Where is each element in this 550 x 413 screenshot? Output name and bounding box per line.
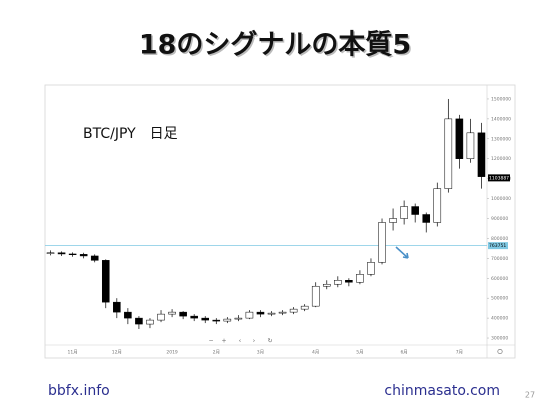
y-tick-label: 300000: [491, 336, 508, 342]
candle-body: [124, 311, 132, 319]
x-tick-label: 5月: [356, 350, 363, 356]
settings-icon[interactable]: [497, 348, 503, 354]
last-price-bg: [488, 174, 510, 182]
hline-label-bg: [488, 242, 508, 250]
candle-body: [411, 206, 419, 215]
candle-body: [146, 319, 154, 325]
candle-body: [455, 118, 464, 159]
footer-right: chinmasato.com: [384, 383, 500, 399]
candle-body: [212, 319, 221, 322]
zoom-in-icon[interactable]: +: [221, 338, 226, 345]
x-tick-label: 4月: [312, 350, 319, 356]
hline-label: 763751: [489, 243, 506, 249]
y-tick-label: 1200000: [491, 156, 511, 162]
candle-body: [135, 317, 143, 325]
candle-body: [289, 308, 298, 313]
y-tick-label: 500000: [491, 296, 508, 302]
chart-annotation: BTC/JPY 日足: [83, 126, 178, 142]
candle-body: [157, 313, 165, 321]
chart: BTC/JPY 日足 − + ‹ › ↻ 300000 400000 500000 6…: [44, 84, 516, 359]
candle-body: [79, 254, 88, 257]
chart-toolbar[interactable]: − + ‹ › ↻: [208, 338, 272, 345]
title-shadow: 18のシグナルの本質5: [140, 30, 412, 62]
candle-body: [300, 305, 309, 310]
candle-body: [245, 311, 254, 319]
y-tick-label: 1400000: [491, 116, 511, 122]
zoom-out-icon[interactable]: −: [208, 338, 213, 345]
candle-body: [466, 132, 475, 159]
candle-body: [57, 252, 66, 255]
candle-body: [68, 253, 77, 256]
pointer-arrow: [395, 246, 409, 259]
x-tick-label: 2019: [166, 350, 178, 356]
candle-body: [113, 301, 121, 313]
page-number: 27: [525, 391, 535, 400]
x-tick-label: 7月: [456, 350, 463, 356]
candle-body: [101, 260, 110, 303]
candle-body: [190, 315, 198, 319]
candle-body: [90, 255, 99, 261]
candle-body: [311, 285, 320, 307]
y-tick-label: 1000000: [491, 196, 511, 202]
candle-body: [400, 206, 408, 219]
candle-body: [389, 218, 397, 223]
y-tick-label: 700000: [491, 256, 508, 262]
candle-body: [334, 280, 342, 285]
x-tick-label: 6月: [400, 350, 407, 356]
candle-body: [267, 312, 276, 315]
candle-body: [223, 318, 232, 322]
y-tick-label: 1300000: [491, 136, 511, 142]
candle-body: [46, 252, 55, 254]
candle-body: [378, 222, 386, 263]
candle-body: [278, 311, 287, 314]
candle-body: [345, 280, 353, 283]
candle-body: [367, 262, 375, 275]
x-tick-label: 11月: [68, 350, 78, 356]
candle-body: [433, 188, 442, 223]
candle-body: [179, 311, 187, 317]
candle-body: [168, 311, 176, 315]
slide-title: 18のシグナルの本質5: [139, 29, 411, 61]
last-price-label: 1103887: [489, 175, 509, 181]
y-tick-label: 900000: [491, 216, 508, 222]
scroll-left-icon[interactable]: ‹: [239, 338, 241, 345]
footer-left: bbfx.info: [48, 383, 110, 399]
reset-icon[interactable]: ↻: [267, 338, 272, 345]
y-tick-label: 1500000: [491, 96, 511, 102]
y-tick-label: 600000: [491, 276, 508, 282]
candle-body: [201, 317, 210, 321]
scroll-right-icon[interactable]: ›: [253, 338, 255, 345]
candle-body: [256, 311, 265, 315]
candle-body: [322, 283, 331, 287]
x-tick-label: 3月: [257, 350, 264, 356]
y-tick-label: 400000: [491, 316, 508, 322]
candle-body: [444, 118, 453, 189]
candle-body: [477, 132, 486, 177]
x-tick-label: 2月: [213, 350, 220, 356]
candle-body: [234, 317, 243, 320]
candle-body: [422, 214, 431, 223]
x-tick-label: 12月: [112, 350, 122, 356]
candle-body: [356, 274, 364, 283]
y-tick-label: 800000: [491, 236, 508, 242]
